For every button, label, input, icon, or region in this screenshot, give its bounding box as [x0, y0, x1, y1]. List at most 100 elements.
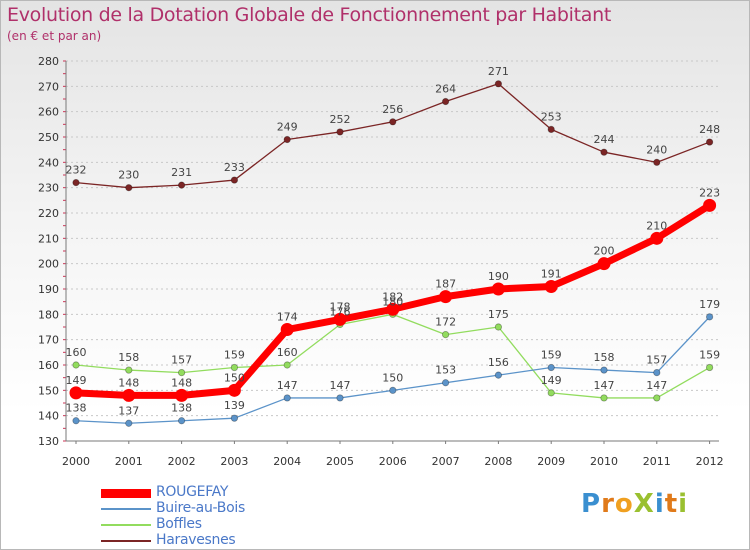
data-point [547, 389, 555, 397]
data-label: 150 [224, 371, 245, 384]
data-label: 210 [646, 219, 667, 232]
legend: ROUGEFAY Buire-au-Bois Boffles Haravesne… [101, 484, 361, 549]
data-label: 149 [66, 374, 87, 387]
data-label: 233 [224, 161, 245, 174]
y-tick-label: 190 [38, 283, 59, 296]
data-point [547, 125, 555, 133]
y-tick-label: 220 [38, 207, 59, 220]
data-label: 264 [435, 83, 456, 96]
data-point [336, 394, 344, 402]
legend-label-rougefay: ROUGEFAY [156, 484, 229, 500]
data-point [175, 388, 189, 402]
y-tick-label: 140 [38, 410, 59, 423]
data-label: 200 [594, 245, 615, 258]
x-tick-label: 2011 [643, 455, 671, 468]
data-label: 179 [699, 298, 720, 311]
data-label: 158 [594, 351, 615, 364]
logo-letter: i [654, 489, 665, 519]
x-tick-label: 2007 [432, 455, 460, 468]
data-point [72, 179, 80, 187]
data-point [386, 302, 400, 316]
data-label: 147 [646, 379, 667, 392]
data-label: 230 [118, 169, 139, 182]
data-label: 160 [66, 346, 87, 359]
logo-letter: i [678, 489, 689, 519]
data-label: 147 [277, 379, 298, 392]
data-point [333, 312, 347, 326]
proxiti-logo: ProXiti [581, 489, 688, 519]
data-point [705, 313, 714, 321]
data-point [703, 198, 717, 212]
data-label: 175 [488, 308, 509, 321]
legend-swatch-boffles [101, 524, 151, 526]
data-point [178, 417, 186, 425]
data-label: 240 [646, 143, 667, 156]
x-tick-label: 2009 [537, 455, 565, 468]
legend-label-haravesnes: Haravesnes [156, 532, 236, 548]
data-point [178, 368, 186, 377]
x-tick-label: 2000 [62, 455, 90, 468]
data-label: 180 [382, 295, 403, 308]
x-tick-label: 2006 [379, 455, 407, 468]
logo-letter: o [614, 489, 634, 519]
data-label: 174 [277, 311, 298, 324]
data-point [280, 323, 294, 337]
data-label: 149 [541, 374, 562, 387]
y-tick-label: 280 [38, 55, 59, 68]
data-label: 157 [171, 354, 192, 367]
y-tick-label: 180 [38, 308, 59, 321]
data-label: 178 [330, 300, 351, 313]
data-point [72, 361, 80, 369]
data-point [178, 181, 186, 189]
legend-item-rougefay: ROUGEFAY [101, 484, 361, 501]
x-tick-label: 2012 [696, 455, 724, 468]
data-label: 223 [699, 186, 720, 199]
x-tick-label: 2005 [326, 455, 354, 468]
data-point [230, 414, 238, 422]
data-point [653, 368, 661, 377]
legend-swatch-rougefay [101, 489, 151, 498]
y-tick-label: 200 [38, 258, 59, 271]
y-tick-label: 260 [38, 106, 59, 119]
data-point [600, 394, 608, 402]
y-tick-label: 230 [38, 182, 59, 195]
logo-letter: r [601, 489, 615, 519]
data-label: 156 [488, 356, 509, 369]
data-label: 148 [118, 376, 139, 389]
data-point [230, 176, 238, 184]
data-point [441, 97, 450, 106]
legend-item-boffles: Boffles [101, 516, 361, 533]
logo-letter: X [633, 489, 655, 519]
data-point [597, 257, 611, 271]
y-tick-label: 150 [38, 384, 59, 397]
data-point [439, 290, 453, 304]
data-point [389, 118, 397, 126]
y-tick-label: 130 [38, 435, 59, 448]
data-point [494, 80, 502, 88]
x-tick-label: 2008 [484, 455, 512, 468]
data-label: 172 [435, 316, 456, 329]
data-point [125, 366, 133, 374]
data-label: 147 [330, 379, 351, 392]
data-label: 231 [171, 166, 192, 179]
y-tick-label: 240 [38, 156, 59, 169]
data-point [544, 279, 558, 293]
data-point [72, 417, 80, 425]
logo-letter: P [581, 489, 602, 519]
data-label: 158 [118, 351, 139, 364]
data-point [547, 363, 555, 372]
x-tick-label: 2010 [590, 455, 618, 468]
data-point [491, 282, 505, 296]
y-tick-label: 160 [38, 359, 59, 372]
data-label: 248 [699, 123, 720, 136]
legend-item-buire-au-bois: Buire-au-Bois [101, 500, 361, 517]
x-tick-label: 2004 [273, 455, 301, 468]
data-point [125, 419, 133, 427]
x-tick-label: 2002 [168, 455, 196, 468]
data-label: 244 [594, 133, 615, 146]
data-label: 252 [330, 113, 351, 126]
data-label: 148 [171, 376, 192, 389]
data-point [441, 330, 450, 339]
data-point [494, 323, 502, 331]
data-point [653, 158, 661, 166]
